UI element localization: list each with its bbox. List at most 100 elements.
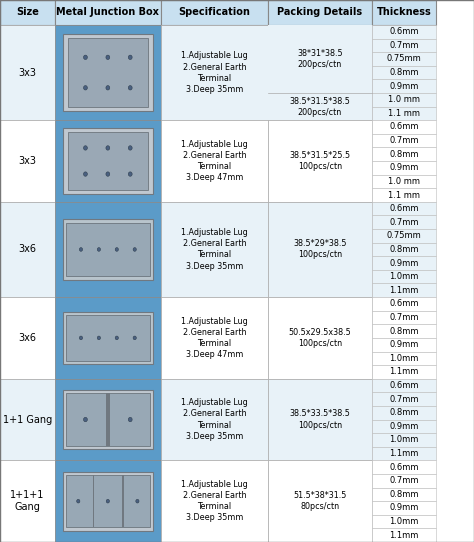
Bar — [0, 202, 55, 297]
Circle shape — [79, 336, 82, 340]
Bar — [372, 52, 436, 66]
Bar — [63, 312, 153, 364]
Text: 1+1 Gang: 1+1 Gang — [3, 415, 52, 424]
Circle shape — [128, 417, 132, 422]
Text: 0.6mm: 0.6mm — [389, 463, 419, 472]
Text: 3x6: 3x6 — [18, 244, 36, 254]
Bar — [161, 379, 268, 460]
Bar — [55, 460, 161, 542]
Bar — [106, 393, 109, 446]
Bar — [372, 311, 436, 324]
Bar — [372, 297, 436, 311]
Text: 1.1 mm: 1.1 mm — [388, 109, 420, 118]
Bar — [372, 202, 436, 215]
Bar — [372, 352, 436, 365]
Bar — [372, 25, 436, 38]
Bar — [372, 175, 436, 188]
Circle shape — [77, 499, 80, 503]
Bar — [0, 460, 55, 542]
Bar — [372, 270, 436, 283]
Bar — [372, 460, 436, 474]
Circle shape — [128, 146, 132, 150]
Text: 0.8mm: 0.8mm — [389, 245, 419, 254]
Bar — [372, 93, 436, 107]
Text: 0.9mm: 0.9mm — [390, 340, 419, 349]
Text: 38.5*29*38.5
100pcs/ctn: 38.5*29*38.5 100pcs/ctn — [293, 240, 346, 260]
Bar — [55, 379, 161, 460]
Bar — [66, 223, 150, 276]
Bar — [161, 120, 268, 202]
Circle shape — [128, 55, 132, 60]
Bar — [268, 202, 372, 297]
Text: 1.Adjustable Lug
2.General Earth
Terminal
3.Deep 35mm: 1.Adjustable Lug 2.General Earth Termina… — [181, 480, 248, 522]
Text: 0.7mm: 0.7mm — [389, 136, 419, 145]
Text: 1.1mm: 1.1mm — [390, 286, 419, 295]
Bar — [66, 475, 150, 527]
Bar — [55, 0, 161, 25]
Bar — [372, 379, 436, 392]
Text: 0.9mm: 0.9mm — [390, 163, 419, 172]
Text: 0.6mm: 0.6mm — [389, 299, 419, 308]
Bar — [55, 120, 161, 202]
Text: 0.9mm: 0.9mm — [390, 504, 419, 513]
Bar — [268, 297, 372, 379]
Text: 1.Adjustable Lug
2.General Earth
Terminal
3.Deep 47mm: 1.Adjustable Lug 2.General Earth Termina… — [181, 317, 248, 359]
Text: 38.5*33.5*38.5
100pcs/ctn: 38.5*33.5*38.5 100pcs/ctn — [290, 410, 350, 430]
Circle shape — [83, 146, 87, 150]
Bar — [161, 0, 268, 25]
Bar — [372, 392, 436, 406]
Bar — [63, 128, 153, 193]
Text: 1.Adjustable Lug
2.General Earth
Terminal
3.Deep 47mm: 1.Adjustable Lug 2.General Earth Termina… — [181, 140, 248, 182]
Text: 0.9mm: 0.9mm — [390, 82, 419, 91]
Bar — [372, 420, 436, 433]
Bar — [0, 297, 55, 379]
Bar — [268, 25, 372, 120]
Circle shape — [106, 146, 110, 150]
Bar — [161, 25, 268, 120]
Bar — [372, 243, 436, 256]
Text: 0.9mm: 0.9mm — [390, 422, 419, 431]
Circle shape — [106, 86, 110, 90]
Circle shape — [133, 336, 137, 340]
Text: 50.5x29.5x38.5
100pcs/ctn: 50.5x29.5x38.5 100pcs/ctn — [289, 328, 351, 348]
Bar — [372, 488, 436, 501]
Circle shape — [133, 248, 137, 251]
Circle shape — [83, 86, 87, 90]
Bar — [0, 379, 55, 460]
Text: 0.8mm: 0.8mm — [389, 327, 419, 335]
Text: 0.7mm: 0.7mm — [389, 218, 419, 227]
Bar — [372, 0, 436, 25]
Bar — [268, 0, 372, 25]
Text: 0.8mm: 0.8mm — [389, 68, 419, 77]
Text: 1.1mm: 1.1mm — [390, 449, 419, 458]
Text: 1.0mm: 1.0mm — [390, 272, 419, 281]
Circle shape — [79, 248, 82, 251]
Circle shape — [106, 499, 109, 503]
Bar — [92, 475, 94, 527]
Text: 0.7mm: 0.7mm — [389, 395, 419, 404]
Text: Packing Details: Packing Details — [277, 8, 363, 17]
Bar — [268, 25, 372, 93]
Text: 0.6mm: 0.6mm — [389, 204, 419, 213]
Circle shape — [128, 172, 132, 176]
Circle shape — [115, 248, 118, 251]
Circle shape — [83, 55, 87, 60]
Text: 0.7mm: 0.7mm — [389, 313, 419, 322]
Bar — [372, 215, 436, 229]
Text: Specification: Specification — [179, 8, 250, 17]
Text: 3x3: 3x3 — [18, 156, 36, 166]
Text: 0.7mm: 0.7mm — [389, 476, 419, 485]
Circle shape — [106, 55, 110, 60]
Circle shape — [97, 336, 100, 340]
Circle shape — [136, 499, 139, 503]
Text: 0.9mm: 0.9mm — [390, 259, 419, 268]
Text: Metal Junction Box: Metal Junction Box — [56, 8, 159, 17]
Bar — [372, 501, 436, 515]
Bar — [55, 297, 161, 379]
Bar — [66, 315, 150, 361]
Text: 0.6mm: 0.6mm — [389, 27, 419, 36]
Text: 38*31*38.5
200pcs/ctn: 38*31*38.5 200pcs/ctn — [297, 49, 343, 69]
Bar — [55, 202, 161, 297]
Bar — [372, 324, 436, 338]
Text: 1.1mm: 1.1mm — [390, 367, 419, 376]
